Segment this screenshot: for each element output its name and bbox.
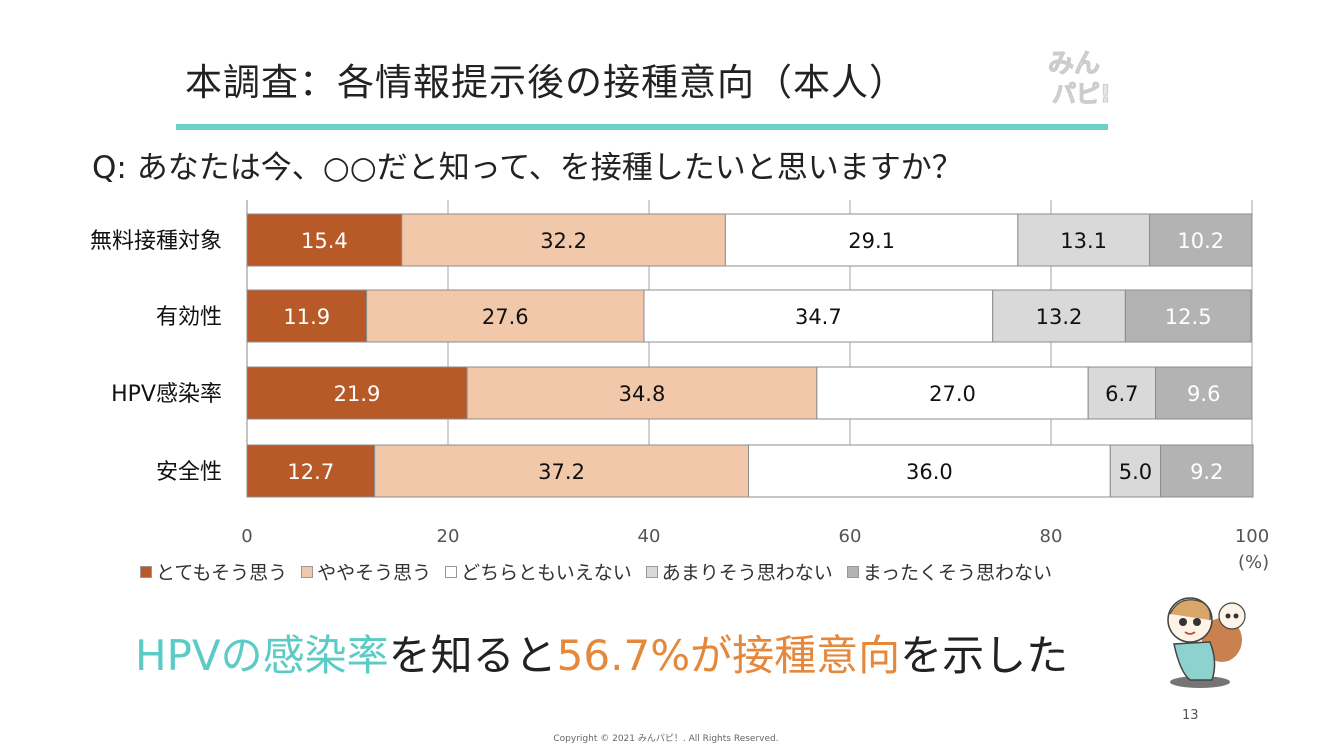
data-label: 29.1 bbox=[848, 229, 895, 253]
category-label: 無料接種対象 bbox=[90, 229, 222, 254]
data-label: 27.6 bbox=[482, 305, 529, 329]
svg-text:みん: みん bbox=[1048, 49, 1100, 79]
bar-segment bbox=[466, 366, 818, 420]
legend-swatch bbox=[301, 565, 314, 578]
bar-segment bbox=[724, 213, 1019, 267]
x-tick-label: 40 bbox=[638, 526, 661, 547]
legend-label: とてもそう思う bbox=[156, 562, 288, 584]
bar-segment bbox=[246, 213, 403, 267]
bar-segment bbox=[992, 289, 1126, 343]
legend-label: まったくそう思わない bbox=[862, 562, 1053, 584]
bar-segment bbox=[747, 444, 1111, 498]
conclusion-part-1: HPVの感染率 bbox=[135, 631, 389, 680]
bar-segment bbox=[1124, 289, 1252, 343]
legend-label: ややそう思う bbox=[317, 562, 432, 584]
data-label: 5.0 bbox=[1119, 460, 1152, 484]
data-label: 34.7 bbox=[795, 305, 842, 329]
bar-segment bbox=[246, 366, 468, 420]
x-tick-label: 80 bbox=[1040, 526, 1063, 547]
page-number: 13 bbox=[1182, 708, 1199, 723]
legend-item: とてもそう思う bbox=[140, 558, 287, 585]
legend-label: あまりそう思わない bbox=[661, 562, 833, 584]
data-label: 11.9 bbox=[283, 305, 330, 329]
data-label: 21.9 bbox=[334, 382, 381, 406]
legend-swatch bbox=[445, 565, 458, 578]
axis-unit-label: (%) bbox=[1238, 552, 1270, 573]
copyright-notice: Copyright © 2021 みんパピ！. All Rights Reser… bbox=[553, 734, 779, 744]
x-tick-label: 100 bbox=[1235, 526, 1269, 547]
conclusion-part-4: を示した bbox=[900, 631, 1069, 680]
data-label: 32.2 bbox=[540, 229, 587, 253]
data-label: 27.0 bbox=[929, 382, 976, 406]
category-label: HPV感染率 bbox=[111, 382, 222, 407]
data-label: 9.2 bbox=[1190, 460, 1223, 484]
category-label: 有効性 bbox=[156, 305, 222, 330]
chart-legend: とてもそう思う ややそう思う どちらともいえない あまりそう思わない まったくそう思わな… bbox=[140, 558, 1052, 585]
data-label: 13.2 bbox=[1036, 305, 1083, 329]
legend-label: どちらともいえない bbox=[461, 562, 632, 584]
bar-segment bbox=[374, 444, 749, 498]
conclusion-part-2: を知ると bbox=[388, 631, 557, 680]
bar-segment bbox=[1148, 213, 1253, 267]
x-tick-label: 60 bbox=[839, 526, 862, 547]
data-label: 13.1 bbox=[1060, 229, 1107, 253]
legend-swatch bbox=[846, 565, 859, 578]
bar-segment bbox=[1087, 366, 1157, 420]
legend-item: どちらともいえない bbox=[445, 558, 632, 585]
bar-segment bbox=[643, 289, 994, 343]
legend-item: まったくそう思わない bbox=[846, 558, 1053, 585]
title-underline bbox=[176, 124, 1108, 130]
x-tick-label: 20 bbox=[437, 526, 460, 547]
svg-text:パピ!: パピ! bbox=[1052, 80, 1111, 108]
data-label: 34.8 bbox=[619, 382, 666, 406]
data-label: 12.5 bbox=[1165, 305, 1212, 329]
bar-segment bbox=[246, 444, 376, 498]
conclusion-part-3: 56.7%が接種意向 bbox=[556, 631, 901, 680]
bar-segment bbox=[1155, 366, 1253, 420]
mascot-illustration bbox=[1167, 597, 1246, 688]
legend-swatch bbox=[140, 565, 152, 578]
bar-segment bbox=[401, 213, 726, 267]
data-label: 9.6 bbox=[1187, 382, 1220, 406]
bar-segment bbox=[816, 366, 1089, 420]
bar-segment bbox=[1017, 213, 1150, 267]
x-tick-label: 0 bbox=[241, 526, 252, 547]
bar-segment bbox=[246, 289, 368, 343]
conclusion-text: HPVの感染率を知ると56.7%が接種意向を示した bbox=[135, 622, 1068, 683]
data-label: 12.7 bbox=[287, 460, 334, 484]
legend-item: あまりそう思わない bbox=[645, 558, 833, 585]
category-label: 安全性 bbox=[156, 460, 222, 485]
minpapi-logo: みん パピ! bbox=[1048, 49, 1112, 109]
bar-segment bbox=[1109, 444, 1162, 498]
data-label: 6.7 bbox=[1105, 382, 1138, 406]
question-text: Q: あなたは今、○○だと知って、を接種したいと思いますか？ bbox=[92, 150, 963, 186]
data-label: 37.2 bbox=[538, 460, 585, 484]
bar-segment bbox=[1160, 444, 1254, 498]
data-label: 10.2 bbox=[1177, 229, 1224, 253]
data-label: 15.4 bbox=[301, 229, 348, 253]
data-label: 36.0 bbox=[906, 460, 953, 484]
legend-swatch bbox=[645, 565, 658, 578]
page-title: 本調査：各情報提示後の接種意向（本人） bbox=[185, 61, 907, 104]
legend-item: ややそう思う bbox=[301, 558, 431, 585]
